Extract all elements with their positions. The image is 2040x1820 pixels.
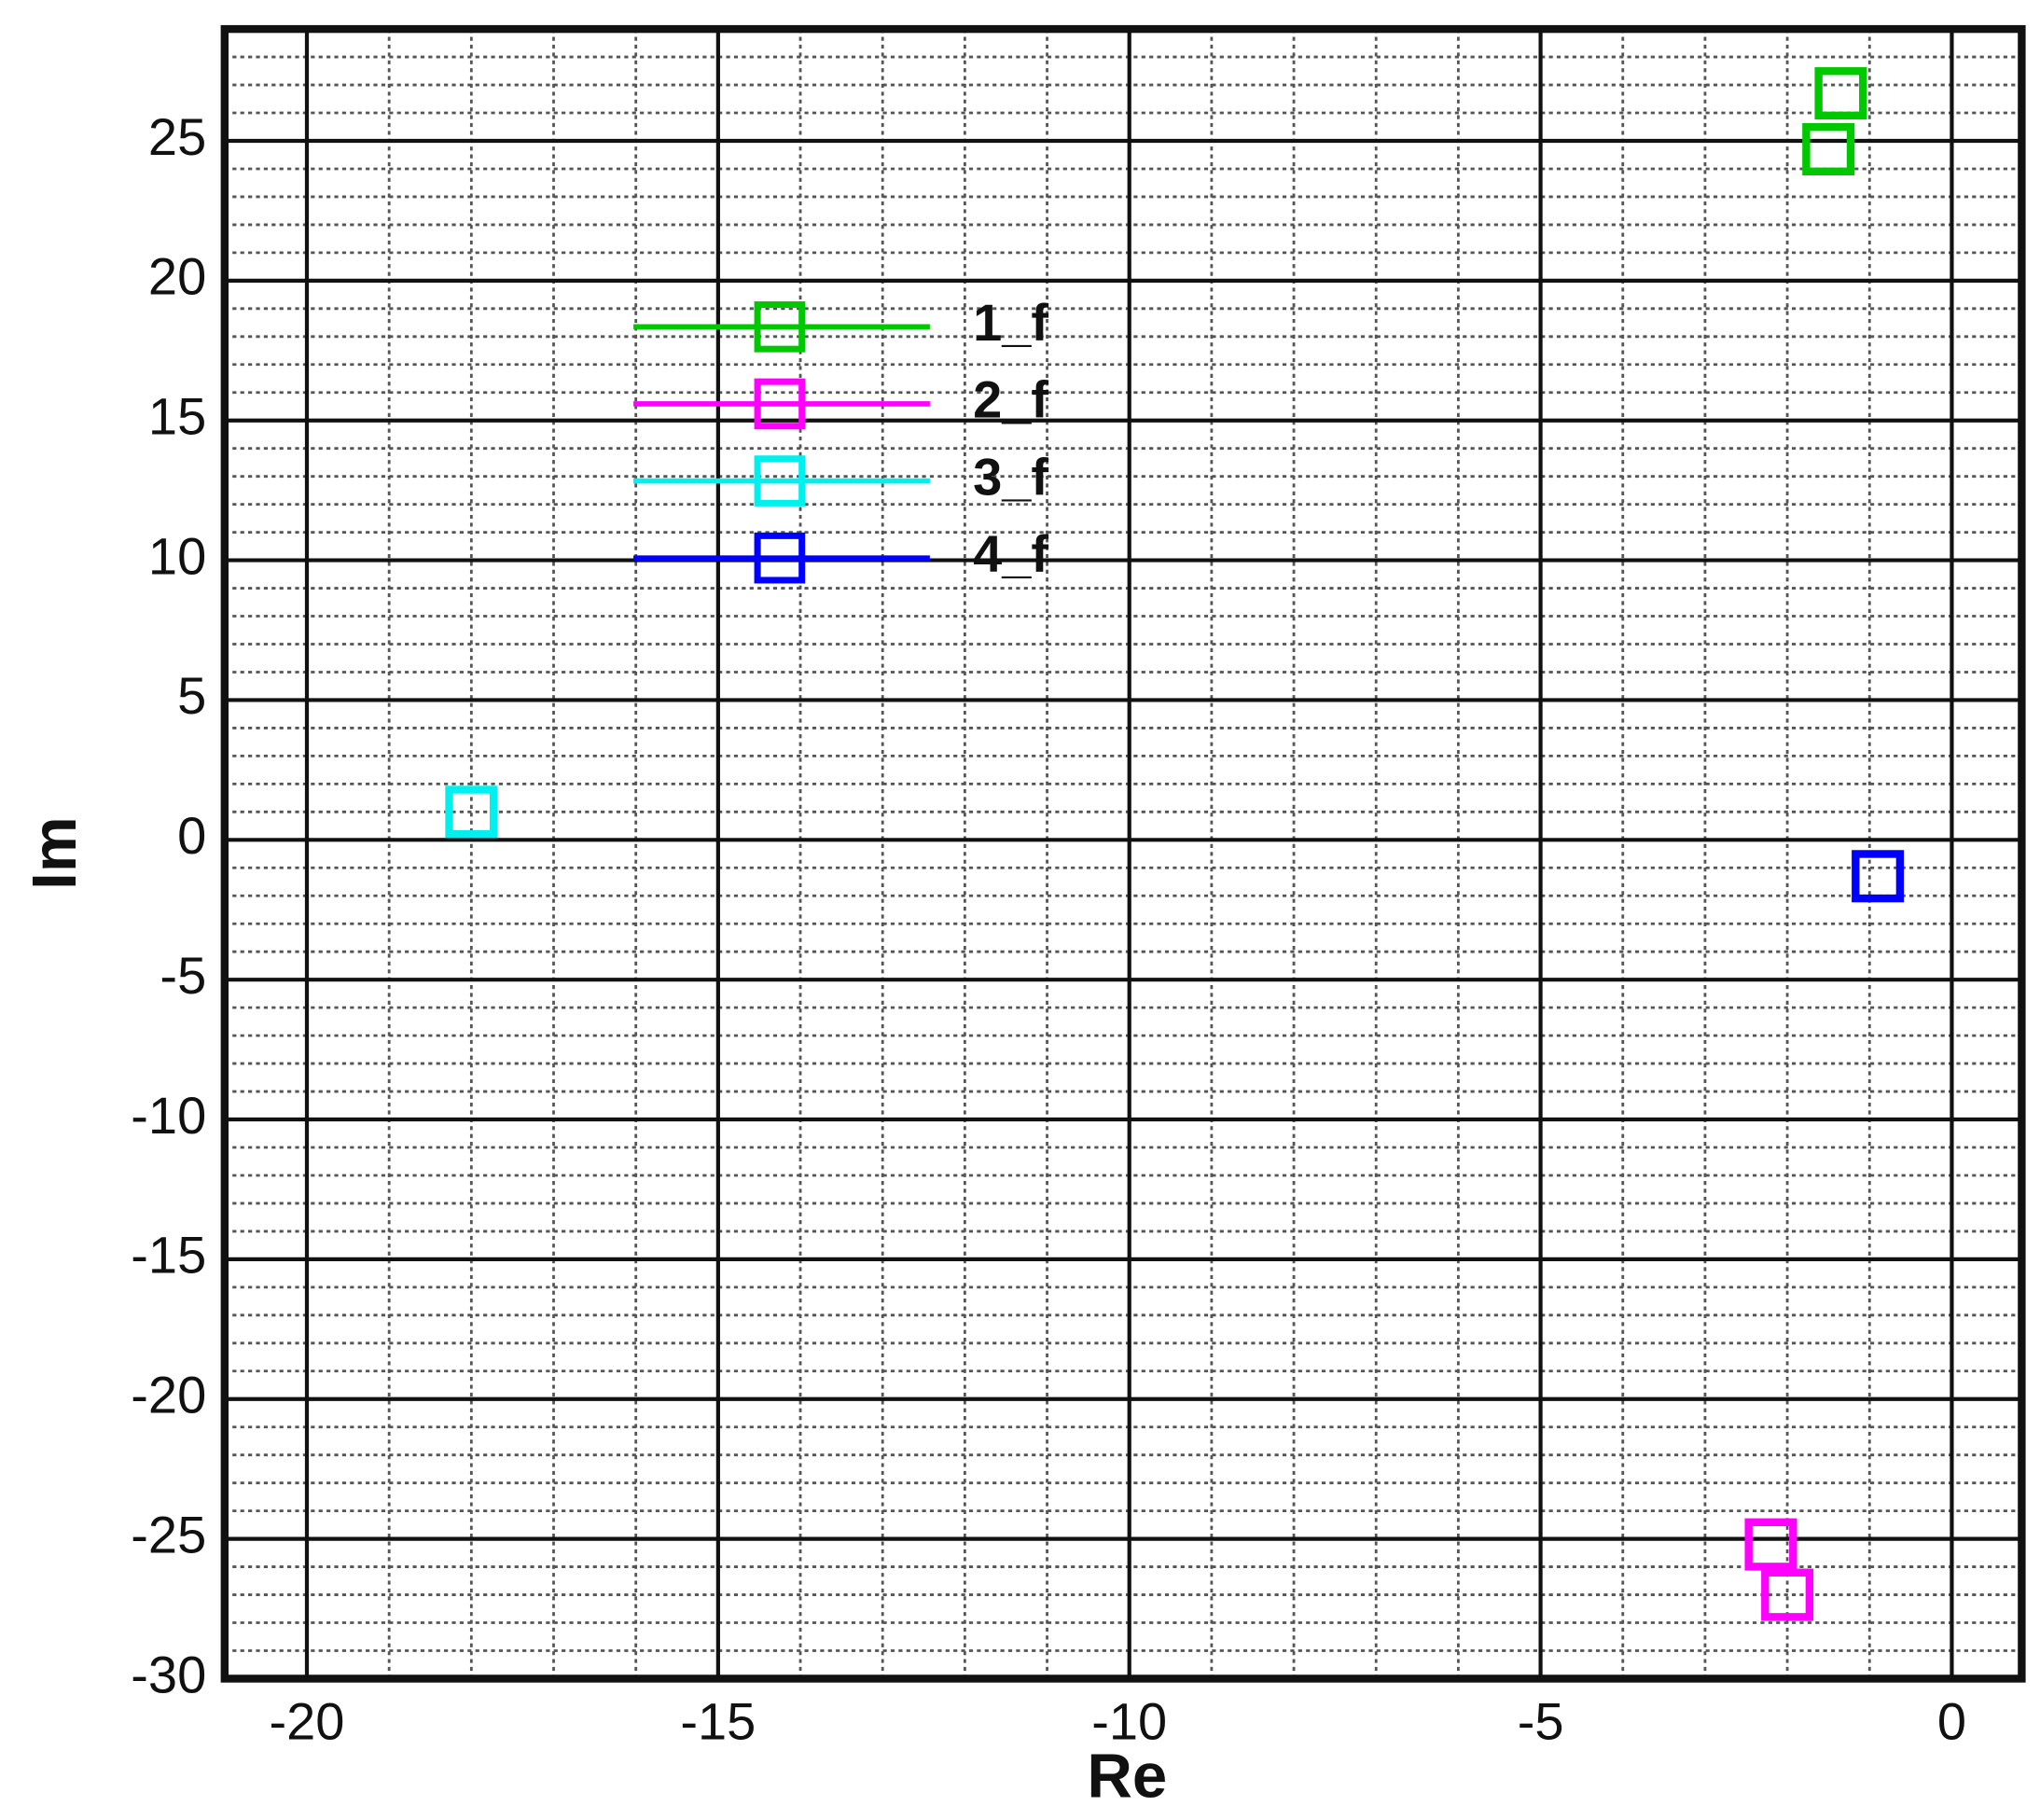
- y-tick-label: -20: [131, 1366, 206, 1424]
- marker: [1802, 122, 1855, 175]
- x-axis-label: Re: [1087, 1741, 1167, 1811]
- x-tick-label: -10: [1091, 1692, 1167, 1751]
- y-tick-label: 10: [148, 526, 206, 585]
- y-tick-label: 0: [177, 806, 206, 865]
- y-tick-label: -25: [131, 1505, 206, 1563]
- x-tick-label: 0: [1937, 1692, 1966, 1751]
- legend-marker: [754, 532, 806, 584]
- legend-marker: [754, 301, 806, 353]
- y-tick-label: 15: [148, 387, 206, 446]
- plot-frame: [220, 24, 2026, 1683]
- legend-marker: [754, 378, 806, 430]
- y-tick-label: -5: [160, 946, 206, 1005]
- marker: [1852, 850, 1905, 903]
- y-tick-label: -10: [131, 1086, 206, 1145]
- legend-label: 4_f: [973, 524, 1048, 583]
- x-tick-label: -15: [680, 1692, 756, 1751]
- x-tick-label: -5: [1518, 1692, 1564, 1751]
- legend-marker: [754, 455, 806, 507]
- marker: [1761, 1568, 1814, 1621]
- x-tick-label: -20: [270, 1692, 345, 1751]
- legend-label: 1_f: [973, 293, 1048, 352]
- marker: [1814, 67, 1867, 120]
- y-tick-label: -30: [131, 1645, 206, 1703]
- marker: [445, 785, 498, 839]
- y-axis-label: Im: [20, 816, 90, 889]
- legend-label: 2_f: [973, 370, 1048, 429]
- y-tick-label: 5: [177, 666, 206, 725]
- y-tick-label: -15: [131, 1226, 206, 1285]
- legend-label: 3_f: [973, 447, 1048, 506]
- marker: [1744, 1518, 1797, 1571]
- y-tick-label: 25: [148, 107, 206, 166]
- y-tick-label: 20: [148, 247, 206, 306]
